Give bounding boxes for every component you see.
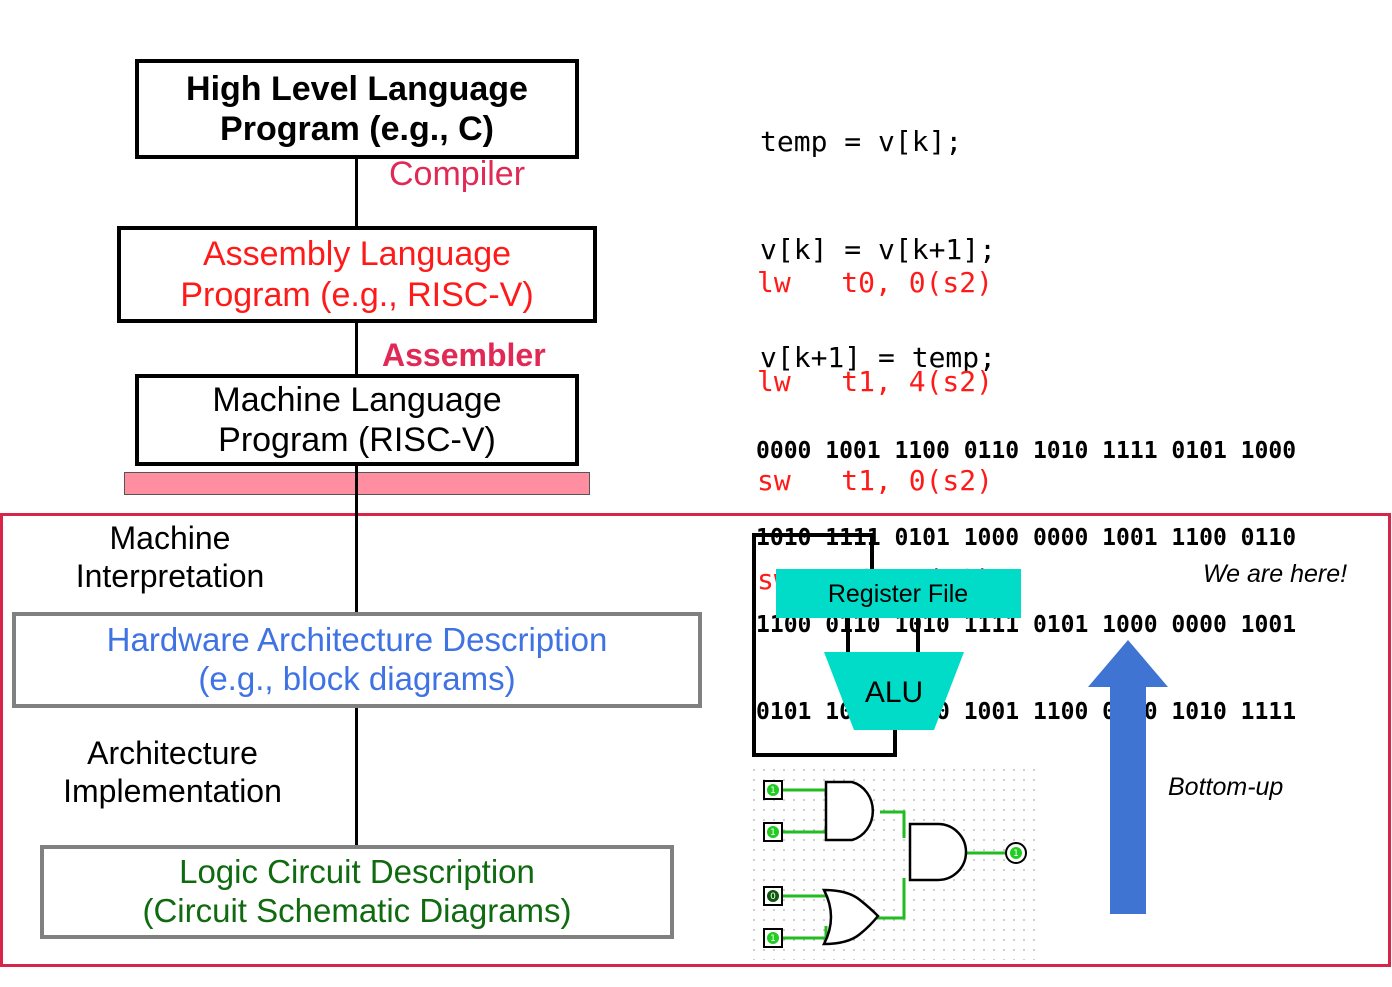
we-are-here-label: We are here! (1203, 560, 1348, 588)
architecture-implementation-label: Architecture Implementation (63, 735, 282, 809)
connector-hw-logic (355, 707, 358, 847)
logic-circuit-box: Logic Circuit Description (Circuit Schem… (40, 845, 674, 939)
bottom-up-arrow (1088, 640, 1168, 914)
ml-line1: Machine Language (212, 380, 502, 419)
hll-line1: High Level Language (186, 69, 528, 108)
c-code-line: v[k+1] = temp; (760, 341, 997, 374)
connector-hll-asm (355, 158, 358, 228)
asm-code-line: lw t0, 0(s2) (757, 266, 994, 299)
register-file-label: Register File (828, 580, 968, 608)
binary-line: 1010 1111 0101 1000 0000 1001 1100 0110 (756, 525, 1297, 551)
asm-line2: Program (e.g., RISC-V) (180, 275, 534, 314)
svg-text:1: 1 (770, 934, 776, 944)
or-gate (821, 888, 880, 946)
c-code-block: temp = v[k]; v[k] = v[k+1]; v[k+1] = tem… (760, 52, 996, 412)
alu-label: ALU (865, 676, 923, 709)
assembler-label: Assembler (382, 337, 546, 373)
svg-text:1: 1 (1013, 849, 1019, 859)
circuit-schematic: 1 1 0 1 1 (752, 768, 1042, 960)
wire-and1-out (880, 810, 906, 838)
svg-text:1: 1 (770, 828, 776, 838)
asm-code-line: lw t1, 4(s2) (757, 365, 994, 398)
connector-ml-hw (355, 466, 358, 613)
c-code-line: v[k] = v[k+1]; (760, 233, 997, 266)
alu-block (824, 652, 964, 730)
hll-line2: Program (e.g., C) (220, 110, 494, 148)
asm-line1: Assembly Language (202, 235, 512, 274)
hll-program-box: High Level Language Program (e.g., C) (135, 59, 579, 159)
logic-line1: Logic Circuit Description (179, 853, 535, 891)
and-gate-1 (824, 780, 875, 842)
binary-line: 0000 1001 1100 0110 1010 1111 0101 1000 (756, 438, 1297, 464)
ml-line2: Program (RISC-V) (218, 421, 496, 459)
and-gate-2 (908, 822, 968, 882)
block-diagram: Register File ALU (752, 533, 1021, 757)
connector-asm-ml (355, 322, 358, 377)
c-code-line: temp = v[k]; (760, 125, 963, 158)
svg-text:1: 1 (770, 786, 776, 796)
wire-or-out (876, 878, 906, 920)
hw-line2: (e.g., block diagrams) (198, 660, 516, 697)
compiler-label: Compiler (389, 155, 526, 193)
circuit-grid (752, 768, 1042, 960)
feedback-wire (752, 533, 897, 757)
machine-interpretation-label: Machine Interpretation (75, 520, 265, 594)
register-file-block (776, 569, 1021, 618)
svg-text:0: 0 (770, 892, 776, 902)
machine-program-box: Machine Language Program (RISC-V) (135, 374, 579, 466)
asm-code-line: sw t1, 0(s2) (757, 464, 994, 497)
hw-line1: Hardware Architecture Description (106, 621, 608, 659)
logic-line2: (Circuit Schematic Diagrams) (142, 892, 572, 929)
assembly-program-box: Assembly Language Program (e.g., RISC-V) (117, 226, 597, 323)
hardware-description-box: Hardware Architecture Description (e.g.,… (12, 612, 702, 708)
hardware-frame (0, 513, 1391, 967)
bottom-up-label: Bottom-up (1168, 773, 1284, 801)
